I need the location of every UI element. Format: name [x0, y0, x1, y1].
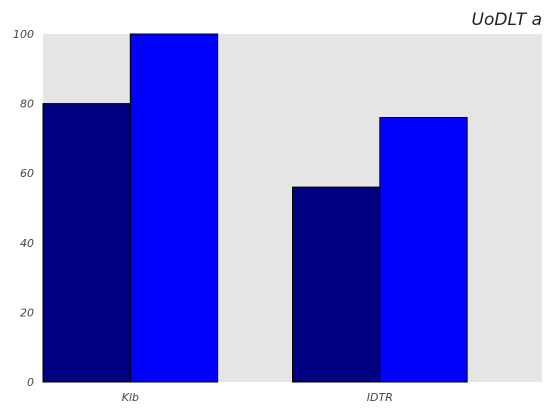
y-tick-label: 60 [20, 167, 34, 180]
y-tick-label: 0 [27, 376, 34, 389]
x-tick-label: Klb [122, 391, 139, 404]
bar-klb-series-2 [129, 33, 219, 383]
y-tick-label: 20 [20, 306, 34, 319]
bar-klb-series-1 [42, 103, 131, 383]
y-tick-label: 40 [20, 237, 34, 250]
bars-group [42, 33, 468, 383]
bar-idtr-series-1 [292, 186, 381, 383]
y-tick-label: 100 [13, 28, 34, 41]
bar-idtr-series-2 [379, 117, 468, 383]
x-axis: Klb IDTR [122, 391, 393, 404]
y-axis: 0 20 40 60 80 100 [13, 28, 34, 389]
y-tick-label: 80 [20, 98, 34, 111]
chart-title: UoDLT a [472, 10, 542, 30]
x-tick-label: IDTR [367, 391, 393, 404]
